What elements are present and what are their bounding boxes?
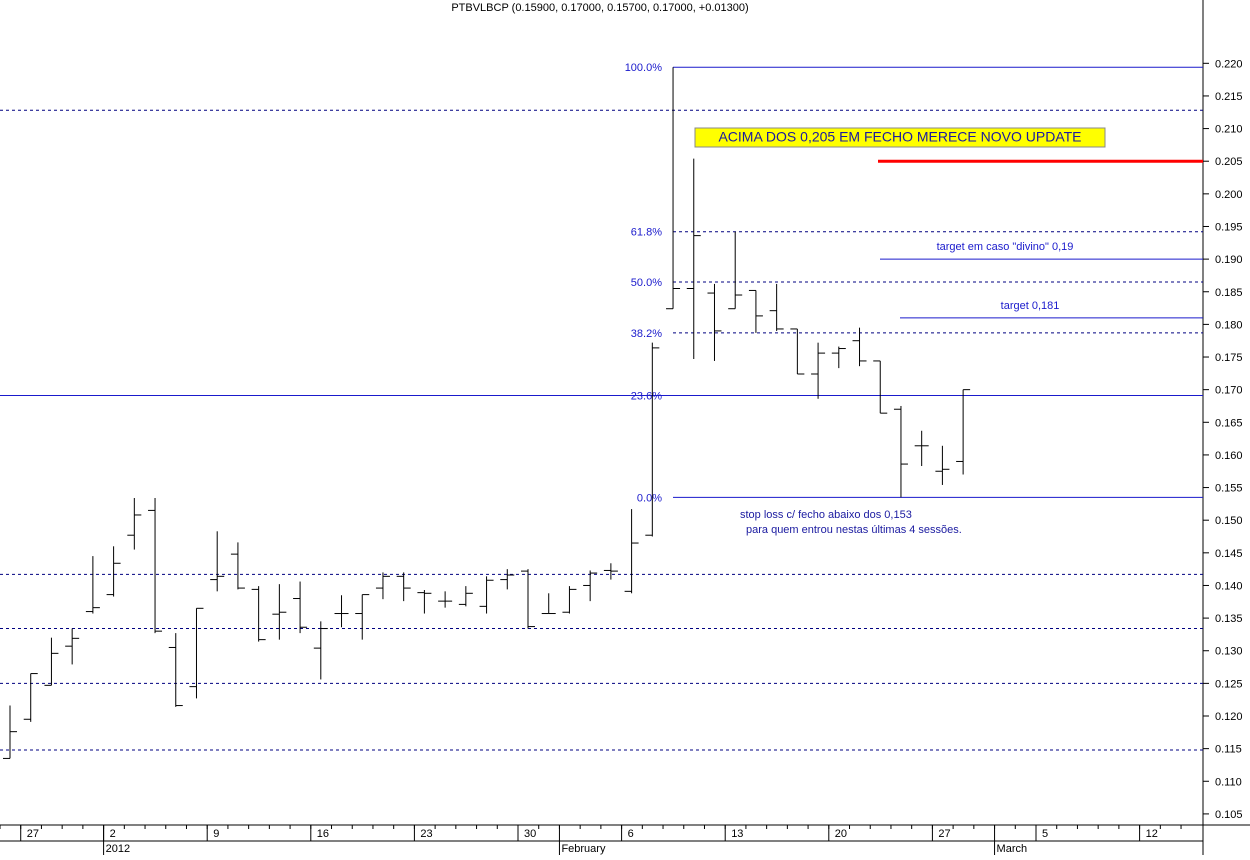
y-tick-label: 0.220 <box>1215 58 1243 70</box>
x-tick-label: 9 <box>213 828 219 840</box>
month-label: 2012 <box>106 843 130 855</box>
y-tick-label: 0.135 <box>1215 613 1243 625</box>
y-tick-label: 0.195 <box>1215 221 1243 233</box>
y-tick-label: 0.210 <box>1215 124 1243 136</box>
x-tick-label: 23 <box>420 828 432 840</box>
y-tick-label: 0.200 <box>1215 189 1243 201</box>
stop-loss-note: stop loss c/ fecho abaixo dos 0,153 <box>740 509 912 521</box>
y-tick-label: 0.140 <box>1215 580 1243 592</box>
stop-loss-note: para quem entrou nestas últimas 4 sessõe… <box>746 524 962 536</box>
target-label: target 0,181 <box>1001 300 1060 312</box>
month-label: February <box>561 843 606 855</box>
x-tick-label: 5 <box>1042 828 1048 840</box>
y-tick-label: 0.190 <box>1215 254 1243 266</box>
fib-label: 100.0% <box>625 62 663 74</box>
y-tick-label: 0.120 <box>1215 711 1243 723</box>
y-tick-label: 0.160 <box>1215 450 1243 462</box>
chart-title: PTBVLBCP (0.15900, 0.17000, 0.15700, 0.1… <box>451 2 748 14</box>
y-tick-label: 0.155 <box>1215 483 1243 495</box>
x-tick-label: 6 <box>628 828 634 840</box>
x-tick-label: 12 <box>1146 828 1158 840</box>
y-tick-label: 0.115 <box>1215 744 1242 756</box>
x-tick-label: 13 <box>731 828 743 840</box>
y-tick-label: 0.130 <box>1215 646 1243 658</box>
fib-label: 38.2% <box>631 328 662 340</box>
y-tick-label: 0.175 <box>1215 352 1243 364</box>
y-tick-label: 0.180 <box>1215 319 1243 331</box>
y-tick-label: 0.150 <box>1215 515 1243 527</box>
x-tick-label: 2 <box>110 828 116 840</box>
y-tick-label: 0.105 <box>1215 809 1243 821</box>
month-label: March <box>997 843 1028 855</box>
x-tick-label: 27 <box>938 828 950 840</box>
y-tick-label: 0.185 <box>1215 287 1243 299</box>
fib-label: 0.0% <box>637 492 662 504</box>
y-tick-label: 0.145 <box>1215 548 1243 560</box>
y-tick-label: 0.165 <box>1215 417 1243 429</box>
annotation-box <box>694 127 1106 148</box>
y-tick-label: 0.125 <box>1215 678 1243 690</box>
x-tick-label: 16 <box>317 828 329 840</box>
x-tick-label: 27 <box>27 828 39 840</box>
y-tick-label: 0.205 <box>1215 156 1243 168</box>
target-label: target em caso "divino" 0,19 <box>937 241 1074 253</box>
annotation-text: ACIMA DOS 0,205 EM FECHO MERECE NOVO UPD… <box>718 129 1081 145</box>
fib-label: 61.8% <box>631 227 662 239</box>
y-tick-label: 0.215 <box>1215 91 1243 103</box>
x-tick-label: 20 <box>835 828 847 840</box>
fib-label: 50.0% <box>631 277 662 289</box>
x-tick-label: 30 <box>524 828 536 840</box>
y-tick-label: 0.110 <box>1215 776 1242 788</box>
y-tick-label: 0.170 <box>1215 385 1243 397</box>
fib-label: 23.6% <box>631 391 662 403</box>
